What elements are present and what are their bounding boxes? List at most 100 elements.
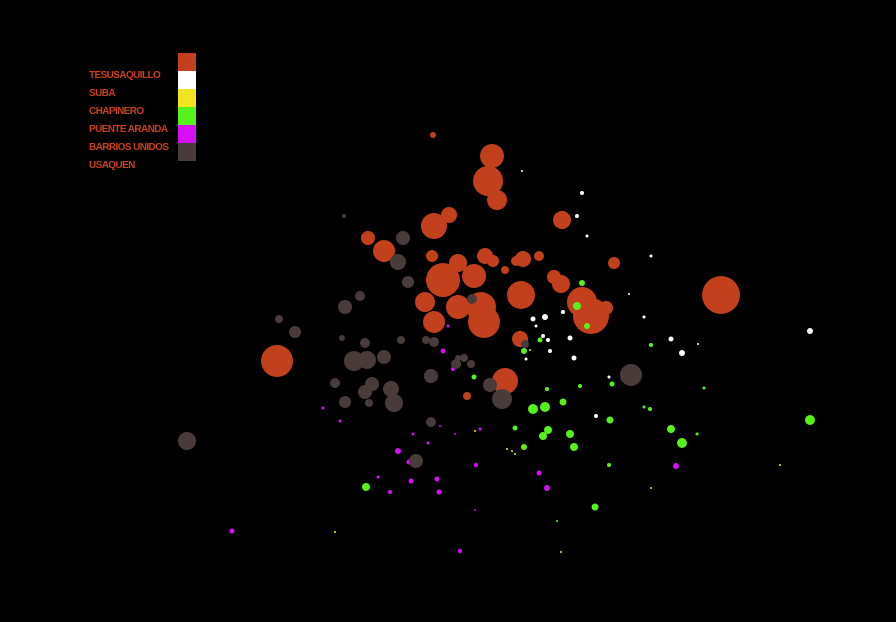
data-point bbox=[467, 294, 477, 304]
data-point bbox=[434, 476, 440, 482]
data-point bbox=[521, 340, 529, 348]
data-point bbox=[544, 426, 552, 434]
data-point bbox=[506, 448, 508, 450]
data-point bbox=[570, 443, 578, 451]
series-4 bbox=[362, 280, 815, 522]
data-point bbox=[697, 343, 699, 345]
data-point bbox=[668, 336, 674, 342]
data-point bbox=[454, 433, 456, 435]
data-point bbox=[426, 417, 436, 427]
points-layer bbox=[178, 132, 815, 553]
data-point bbox=[426, 263, 460, 297]
legend-swatch bbox=[178, 89, 196, 107]
data-point bbox=[460, 354, 468, 362]
data-point bbox=[524, 357, 528, 361]
data-point bbox=[474, 430, 476, 432]
series-3 bbox=[334, 349, 781, 553]
data-point bbox=[649, 343, 653, 347]
data-point bbox=[539, 432, 547, 440]
data-point bbox=[436, 489, 442, 495]
data-point bbox=[402, 276, 414, 288]
data-point bbox=[537, 337, 543, 343]
data-point bbox=[805, 415, 815, 425]
data-point bbox=[409, 454, 423, 468]
data-point bbox=[540, 402, 550, 412]
data-point bbox=[608, 257, 620, 269]
data-point bbox=[360, 338, 370, 348]
data-point bbox=[426, 441, 430, 445]
data-point bbox=[521, 170, 523, 172]
data-point bbox=[441, 207, 457, 223]
data-point bbox=[408, 478, 414, 484]
data-point bbox=[377, 350, 391, 364]
data-point bbox=[463, 392, 471, 400]
data-point bbox=[446, 324, 450, 328]
data-point bbox=[397, 336, 405, 344]
data-point bbox=[545, 387, 549, 391]
data-point bbox=[373, 240, 395, 262]
data-point bbox=[541, 334, 545, 338]
data-point bbox=[439, 425, 441, 427]
data-point bbox=[556, 520, 558, 522]
data-point bbox=[338, 419, 342, 423]
data-point bbox=[339, 335, 345, 341]
data-point bbox=[178, 432, 196, 450]
data-point bbox=[807, 328, 813, 334]
legend-swatch bbox=[178, 107, 196, 125]
legend-label: BARRIOS UNIDOS bbox=[89, 142, 169, 153]
legend-label: SUBA bbox=[89, 88, 116, 99]
data-point bbox=[548, 349, 552, 353]
data-point bbox=[471, 374, 477, 380]
data-point bbox=[642, 315, 646, 319]
data-point bbox=[462, 264, 486, 288]
data-point bbox=[591, 503, 599, 511]
data-point bbox=[667, 425, 675, 433]
data-point bbox=[702, 276, 740, 314]
data-point bbox=[487, 190, 507, 210]
legend-swatch bbox=[178, 53, 196, 71]
data-point bbox=[422, 336, 430, 344]
data-point bbox=[342, 214, 346, 218]
data-point bbox=[571, 355, 577, 361]
data-point bbox=[492, 368, 518, 394]
data-point bbox=[480, 144, 504, 168]
data-point bbox=[607, 463, 611, 467]
data-point bbox=[512, 425, 518, 431]
data-point bbox=[573, 302, 581, 310]
data-point bbox=[474, 463, 478, 467]
data-point bbox=[677, 438, 687, 448]
data-point bbox=[542, 314, 548, 320]
data-point bbox=[515, 251, 531, 267]
data-point bbox=[487, 255, 499, 267]
legend-label: USAQUEN bbox=[89, 160, 135, 171]
data-point bbox=[365, 399, 373, 407]
data-point bbox=[579, 280, 585, 286]
data-point bbox=[358, 351, 376, 369]
data-point bbox=[552, 275, 570, 293]
data-point bbox=[478, 427, 482, 431]
data-point bbox=[559, 398, 567, 406]
data-point bbox=[385, 394, 403, 412]
data-point bbox=[511, 450, 513, 452]
data-point bbox=[396, 231, 410, 245]
data-point bbox=[483, 378, 497, 392]
data-point bbox=[534, 324, 538, 328]
data-point bbox=[528, 404, 538, 414]
data-point bbox=[339, 396, 351, 408]
data-point bbox=[501, 266, 509, 274]
legend-swatch bbox=[178, 125, 196, 143]
data-point bbox=[426, 250, 438, 262]
data-point bbox=[388, 490, 392, 494]
data-point bbox=[580, 191, 584, 195]
data-point bbox=[607, 375, 611, 379]
data-point bbox=[229, 528, 235, 534]
data-point bbox=[575, 214, 579, 218]
data-point bbox=[474, 509, 476, 511]
data-point bbox=[261, 345, 293, 377]
data-point bbox=[468, 306, 500, 338]
data-point bbox=[321, 406, 325, 410]
series-2 bbox=[521, 170, 813, 418]
data-point bbox=[415, 292, 435, 312]
legend-label: PUENTE ARANDA bbox=[89, 124, 168, 135]
data-point bbox=[421, 213, 447, 239]
